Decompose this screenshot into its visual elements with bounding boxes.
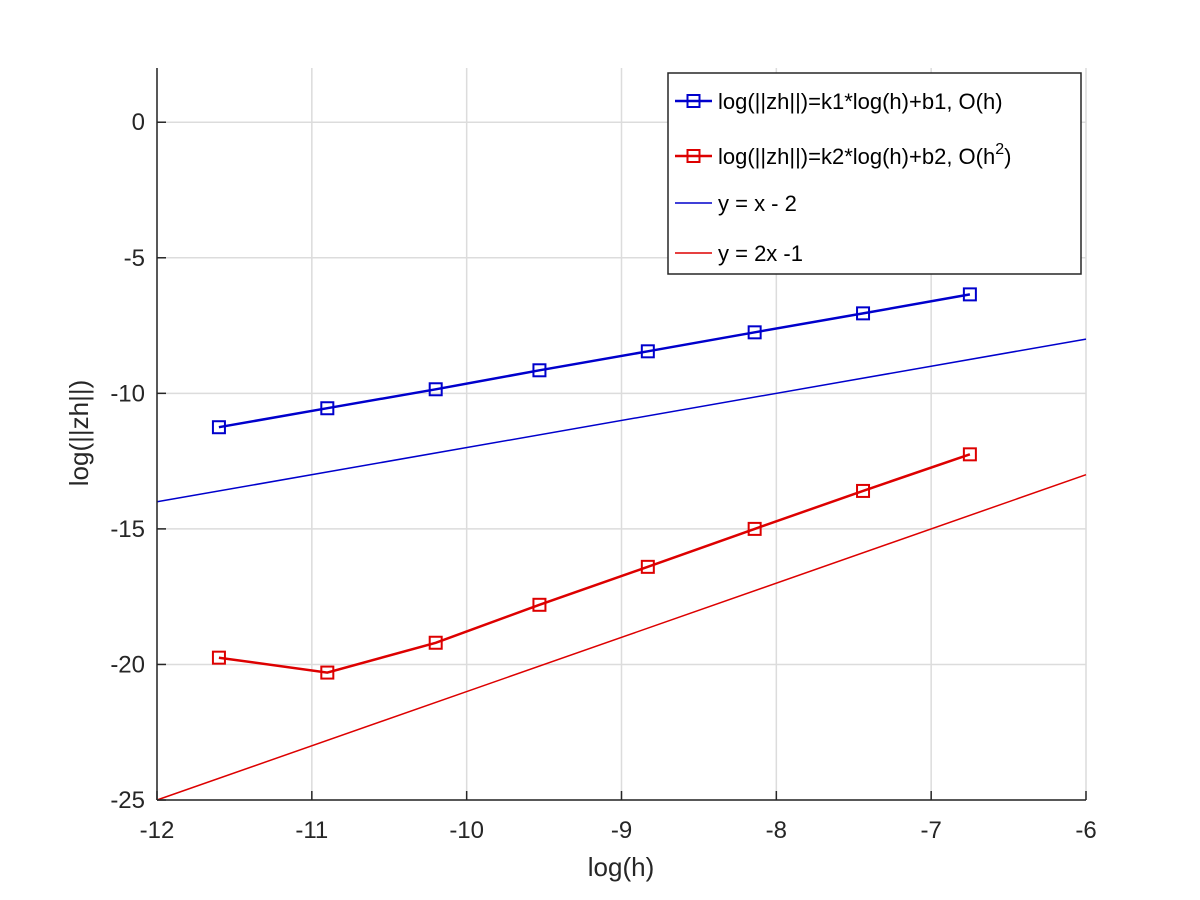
- y-axis-label: log(||zh||): [64, 380, 94, 487]
- x-axis-label: log(h): [588, 852, 654, 882]
- data-point-marker: [428, 382, 443, 397]
- y-tick-label: 0: [132, 109, 145, 136]
- data-point-marker: [856, 306, 871, 321]
- legend-entry-text: log(||zh||)=k1*log(h)+b1, O(h): [718, 89, 1003, 114]
- legend-marker-2: [686, 149, 701, 163]
- data-point-marker: [747, 325, 762, 340]
- x-tick-label: -8: [766, 817, 787, 844]
- x-tick-label: -11: [295, 817, 328, 844]
- y-tick-label: -20: [110, 651, 145, 678]
- data-point-marker: [532, 597, 547, 612]
- legend-entry-superscript: 2: [995, 141, 1004, 158]
- series-line-3: [156, 338, 1087, 503]
- data-point-marker: [211, 420, 226, 435]
- x-tick-label: -12: [140, 817, 175, 844]
- legend-box: [667, 72, 1082, 275]
- legend: log(||zh||)=k1*log(h)+b1, O(h) log(||zh||…: [667, 72, 1082, 275]
- data-point-marker: [640, 344, 655, 359]
- legend-entry-tail: ): [1004, 144, 1011, 169]
- data-point-marker: [856, 483, 871, 498]
- data-point-marker: [747, 521, 762, 536]
- legend-entry-text: y = x - 2: [718, 191, 797, 216]
- legend-marker-1: [686, 94, 701, 108]
- x-tick-label: -10: [449, 817, 484, 844]
- y-tick-label: -5: [124, 245, 145, 272]
- series-layer: [156, 287, 1087, 801]
- data-point-marker: [962, 287, 977, 302]
- series-line-1: [218, 293, 971, 429]
- legend-entry-2: log(||zh||)=k2*log(h)+b2, O(h2): [718, 141, 1011, 169]
- legend-entry-3: y = x - 2: [718, 191, 797, 216]
- data-point-marker: [320, 401, 335, 416]
- data-point-marker: [532, 363, 547, 378]
- data-point-marker: [962, 447, 977, 462]
- y-tick-label: -10: [110, 380, 145, 407]
- x-tick-label: -9: [611, 817, 632, 844]
- data-point-marker: [428, 635, 443, 650]
- data-point-marker: [320, 665, 335, 680]
- x-tick-label: -6: [1075, 817, 1096, 844]
- data-point-marker: [640, 559, 655, 574]
- series-line-2: [218, 453, 971, 674]
- y-tick-label: -15: [110, 516, 145, 543]
- legend-entry-1: log(||zh||)=k1*log(h)+b1, O(h): [718, 89, 1003, 114]
- axes: -12 -11 -10 -9 -8 -7 -6 -25 -20 -15 -10 -5 0: [110, 68, 1097, 844]
- series-line-4: [156, 473, 1087, 801]
- legend-entry-text: y = 2x -1: [718, 241, 803, 266]
- y-tick-label: -25: [110, 787, 145, 814]
- x-tick-label: -7: [920, 817, 941, 844]
- legend-entry-text: log(||zh||)=k2*log(h)+b2, O(h: [718, 144, 995, 169]
- legend-entry-4: y = 2x -1: [718, 241, 803, 266]
- data-point-marker: [211, 650, 226, 665]
